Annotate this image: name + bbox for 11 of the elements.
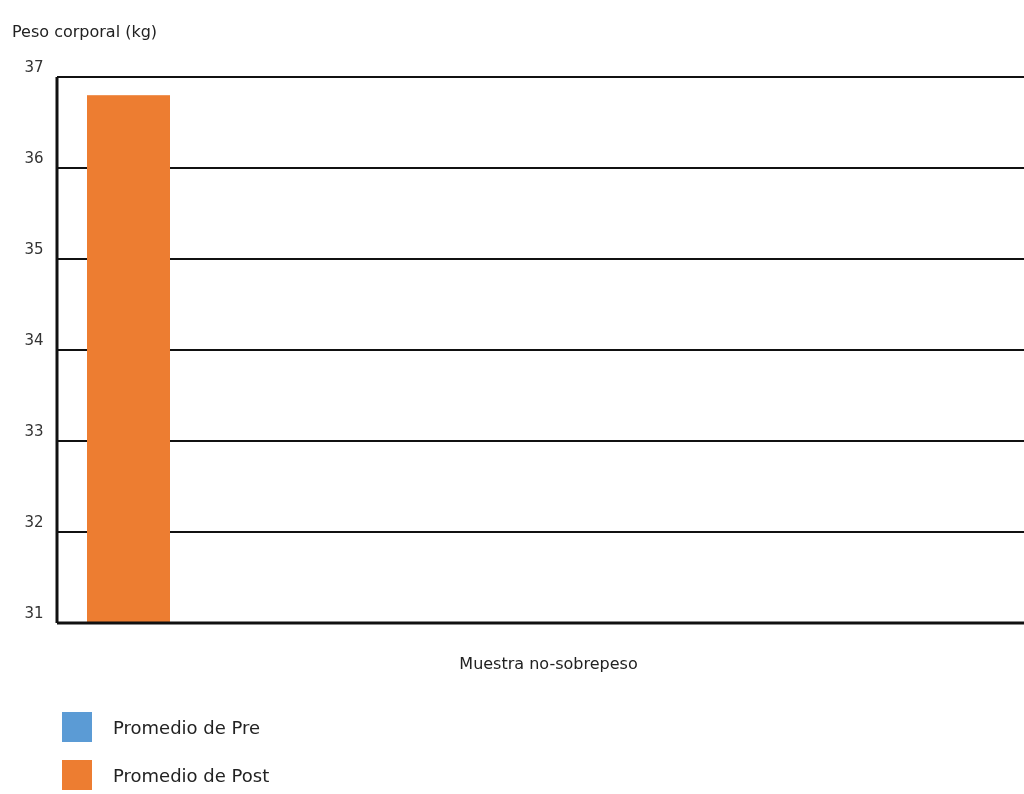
- legend-label: Promedio de Pre: [113, 717, 261, 738]
- x-tick-label: Muestra no-sobrepeso: [459, 654, 638, 673]
- y-tick-label: 37: [24, 58, 44, 76]
- y-tick-label: 34: [24, 331, 44, 349]
- y-tick-label: 36: [24, 149, 44, 167]
- y-tick-label: 35: [24, 240, 44, 258]
- y-tick-label: 32: [24, 513, 44, 531]
- y-tick-label: 33: [24, 422, 44, 440]
- y-axis-title: Peso corporal (kg): [12, 22, 158, 41]
- legend-label: Promedio de Post: [113, 765, 270, 786]
- y-tick-label: 31: [24, 604, 44, 622]
